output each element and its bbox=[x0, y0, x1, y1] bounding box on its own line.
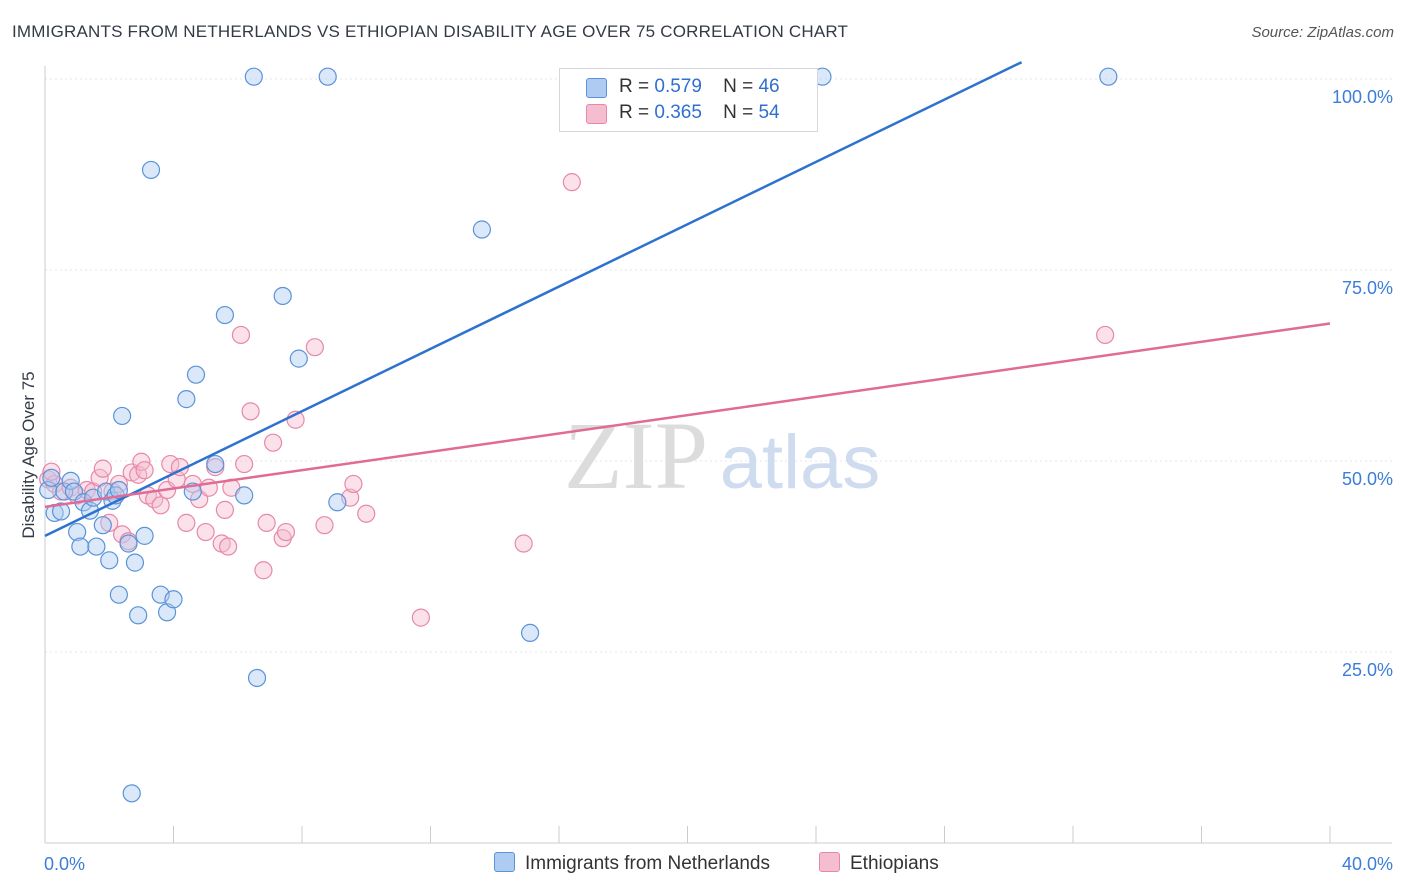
legend-n-label: N = bbox=[723, 102, 754, 123]
netherlands-point bbox=[100, 551, 119, 570]
netherlands-point bbox=[93, 516, 112, 535]
series-ethiopians-points bbox=[39, 173, 1115, 627]
netherlands-point bbox=[215, 305, 234, 325]
series-netherlands-points bbox=[39, 67, 1118, 803]
netherlands-point bbox=[55, 482, 74, 501]
legend-label-ethiopians: Ethiopians bbox=[850, 853, 939, 874]
ethiopians-point bbox=[276, 522, 296, 542]
ethiopians-point bbox=[219, 537, 238, 556]
gridlines bbox=[45, 78, 1392, 653]
legend-n-value-netherlands: 46 bbox=[758, 76, 780, 97]
netherlands-point bbox=[186, 365, 206, 384]
netherlands-point bbox=[141, 160, 161, 180]
x-tick-labels: 0.0% 40.0% bbox=[44, 854, 1393, 874]
x-tick-label: 0.0% bbox=[44, 854, 85, 874]
y-tick-label: 25.0% bbox=[1342, 660, 1393, 680]
ethiopians-point bbox=[112, 525, 132, 544]
netherlands-point bbox=[1099, 67, 1118, 86]
netherlands-point bbox=[119, 534, 138, 553]
y-tick-label: 50.0% bbox=[1342, 469, 1393, 489]
netherlands-point bbox=[520, 623, 540, 643]
netherlands-point bbox=[109, 585, 128, 604]
netherlands-point bbox=[206, 454, 225, 474]
netherlands-point bbox=[328, 493, 347, 512]
correlation-legend: R = 0.579 N = 46 R = 0.365 N = 54 bbox=[559, 68, 818, 132]
legend-n-value-ethiopians: 54 bbox=[758, 102, 780, 123]
ethiopians-point bbox=[562, 173, 581, 192]
ethiopians-point bbox=[235, 454, 254, 474]
netherlands-point bbox=[472, 220, 491, 239]
ethiopians-point bbox=[241, 402, 260, 421]
netherlands-point bbox=[273, 286, 292, 306]
legend-swatch-pink bbox=[586, 104, 607, 124]
netherlands-point bbox=[51, 502, 71, 521]
netherlands-point bbox=[164, 590, 183, 609]
netherlands-point bbox=[87, 537, 106, 556]
legend-r-label: R = bbox=[619, 76, 650, 97]
ethiopians-point bbox=[514, 534, 533, 553]
netherlands-point bbox=[42, 468, 61, 487]
netherlands-point bbox=[244, 67, 263, 86]
ethiopians-point bbox=[411, 608, 430, 627]
trend-line-netherlands bbox=[44, 61, 1023, 537]
netherlands-point bbox=[122, 784, 141, 803]
ethiopians-point bbox=[1096, 325, 1115, 345]
legend-swatch-pink bbox=[819, 852, 840, 872]
ethiopians-point bbox=[135, 461, 154, 480]
ethiopians-point bbox=[151, 496, 170, 515]
legend-swatch-blue bbox=[494, 852, 515, 872]
axes bbox=[44, 66, 1392, 844]
netherlands-point bbox=[289, 349, 308, 368]
netherlands-point bbox=[109, 480, 128, 500]
netherlands-point bbox=[61, 471, 80, 490]
watermark-zip: ZIP bbox=[564, 402, 708, 509]
legend-n-label: N = bbox=[723, 76, 754, 97]
legend-r-value-netherlands: 0.579 bbox=[654, 76, 702, 97]
ethiopians-point bbox=[215, 500, 234, 519]
netherlands-point bbox=[68, 522, 87, 542]
netherlands-point bbox=[129, 606, 148, 625]
netherlands-point bbox=[235, 486, 254, 505]
source-credit: Source: ZipAtlas.com bbox=[1251, 24, 1394, 41]
y-tick-labels: 25.0% 50.0% 75.0% 100.0% bbox=[1332, 87, 1393, 680]
trend-line-ethiopians bbox=[44, 322, 1331, 509]
ethiopians-point bbox=[254, 561, 273, 580]
netherlands-point bbox=[125, 553, 145, 572]
ethiopians-point bbox=[93, 459, 112, 478]
netherlands-point bbox=[177, 390, 196, 409]
netherlands-point bbox=[318, 67, 337, 86]
netherlands-point bbox=[112, 406, 132, 426]
legend-label-netherlands: Immigrants from Netherlands bbox=[525, 853, 770, 874]
ethiopians-point bbox=[305, 338, 324, 357]
netherlands-point bbox=[135, 526, 154, 545]
ethiopians-point bbox=[344, 474, 363, 494]
chart-title: IMMIGRANTS FROM NETHERLANDS VS ETHIOPIAN… bbox=[12, 22, 849, 41]
trend-lines bbox=[44, 61, 1331, 537]
netherlands-point bbox=[71, 537, 90, 556]
legend-item-netherlands: Immigrants from Netherlands bbox=[494, 852, 770, 875]
ethiopians-point bbox=[42, 462, 61, 481]
ethiopians-point bbox=[263, 433, 283, 452]
y-tick-label: 75.0% bbox=[1342, 278, 1393, 298]
x-tick-label: 40.0% bbox=[1342, 854, 1393, 874]
watermark: ZIP atlas bbox=[564, 402, 880, 509]
ethiopians-point bbox=[231, 325, 251, 345]
ethiopians-point bbox=[257, 513, 276, 532]
ethiopians-point bbox=[357, 504, 376, 523]
watermark-atlas: atlas bbox=[720, 420, 881, 505]
legend-item-ethiopians: Ethiopians bbox=[819, 852, 939, 875]
netherlands-point bbox=[247, 668, 267, 688]
y-tick-label: 100.0% bbox=[1332, 87, 1393, 107]
ethiopians-point bbox=[177, 513, 196, 532]
ethiopians-point bbox=[315, 516, 334, 535]
ethiopians-point bbox=[196, 522, 215, 542]
legend-swatch-blue bbox=[586, 78, 607, 98]
legend-r-value-ethiopians: 0.365 bbox=[654, 102, 702, 123]
legend-r-label: R = bbox=[619, 102, 650, 123]
